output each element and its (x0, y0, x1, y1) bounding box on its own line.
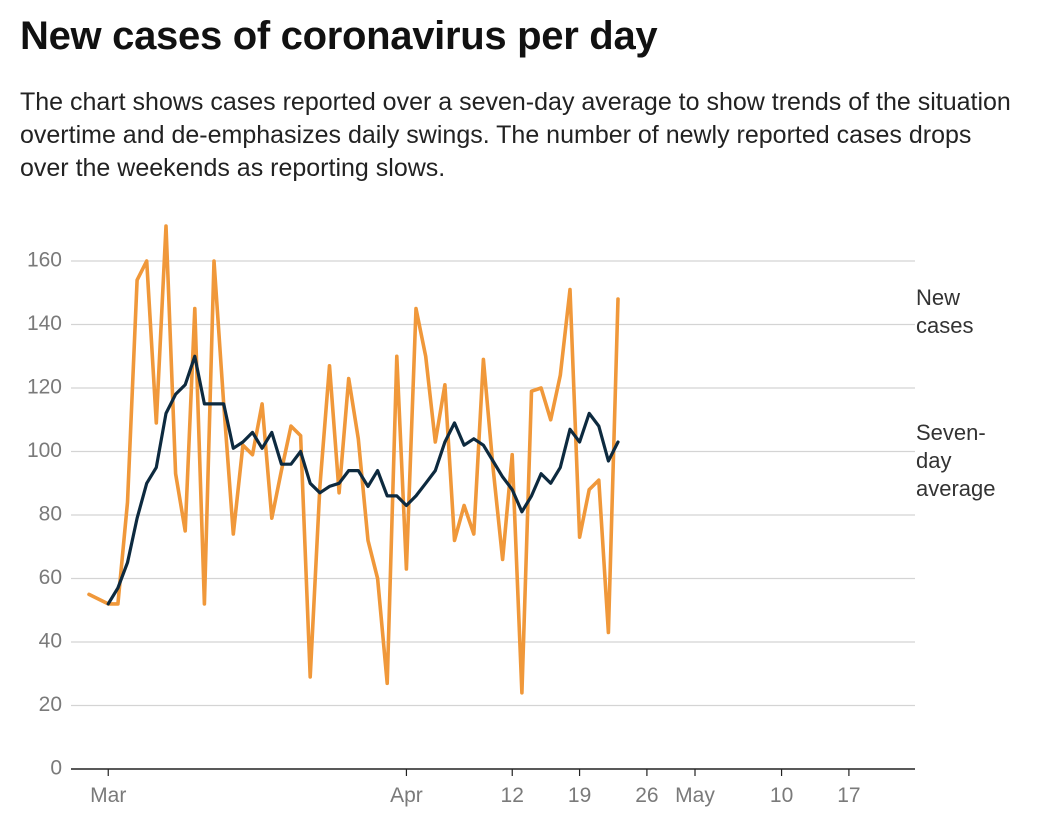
x-axis-ticks: Mar Apr 12 19 26 May 10 17 (90, 769, 861, 807)
y-tick-label: 0 (50, 757, 62, 780)
y-tick-label: 140 (27, 312, 62, 335)
new-cases-line (87, 224, 620, 695)
x-tick-label: 26 (635, 784, 658, 807)
y-tick-label: 100 (27, 439, 62, 462)
x-tick-label: 17 (837, 784, 860, 807)
x-tick-label: 10 (770, 784, 793, 807)
y-tick-label: 120 (27, 376, 62, 399)
gridlines (71, 260, 915, 770)
y-tick-label: 40 (39, 630, 62, 653)
series-labels: New cases Seven-day average (916, 285, 996, 501)
seven-day-average-label: Seven-day average (916, 420, 996, 501)
new-cases-label: New cases (916, 285, 973, 338)
x-tick-label: May (675, 784, 715, 807)
x-tick-label: Apr (390, 784, 423, 807)
x-tick-label: 12 (501, 784, 524, 807)
x-tick-label: 19 (568, 784, 591, 807)
chart-title: New cases of coronavirus per day (20, 14, 658, 58)
x-tick-label: Mar (90, 784, 126, 807)
y-tick-label: 160 (27, 249, 62, 272)
seven-day-average-line (106, 354, 620, 606)
y-tick-label: 80 (39, 503, 62, 526)
series-lines (87, 224, 620, 695)
chart-subtitle: The chart shows cases reported over a se… (20, 88, 1011, 182)
y-axis-ticks: 0 20 40 60 80 100 120 140 160 (27, 249, 62, 780)
y-tick-label: 60 (39, 566, 62, 589)
y-tick-label: 20 (39, 693, 62, 716)
